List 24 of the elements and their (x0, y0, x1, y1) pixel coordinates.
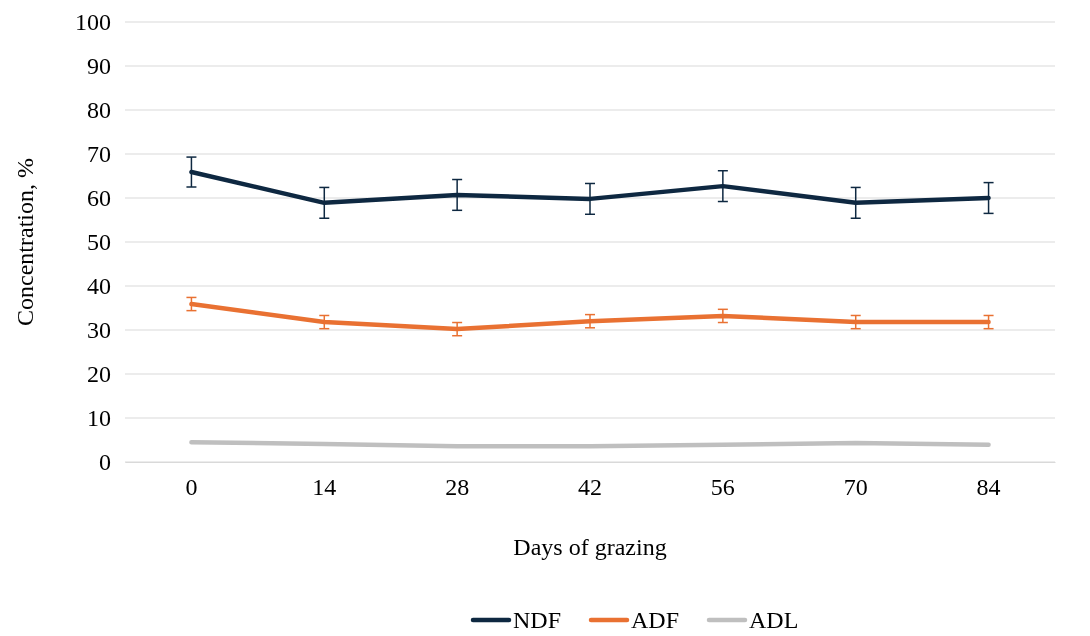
x-tick-label: 28 (445, 474, 470, 501)
y-tick-label: 70 (87, 141, 111, 168)
y-tick-label: 40 (87, 273, 111, 300)
y-tick-label: 10 (87, 405, 111, 432)
x-axis-title: Days of grazing (513, 534, 667, 560)
legend-label: NDF (513, 607, 562, 634)
x-tick-label: 56 (710, 474, 735, 501)
y-tick-label: 20 (87, 361, 111, 388)
x-tick-label: 0 (185, 474, 198, 501)
y-tick-label: 50 (87, 229, 111, 256)
x-tick-label: 70 (843, 474, 868, 501)
y-tick-label: 0 (99, 449, 111, 476)
x-tick-label: 14 (312, 474, 337, 501)
legend-label: ADF (631, 607, 680, 634)
x-tick-label: 42 (578, 474, 602, 501)
y-tick-label: 90 (87, 53, 111, 80)
y-axis-title: Concentration, % (12, 158, 38, 326)
y-tick-label: 60 (87, 185, 111, 212)
y-tick-label: 80 (87, 97, 111, 124)
y-tick-label: 30 (87, 317, 111, 344)
y-tick-label: 100 (75, 9, 111, 36)
legend-label: ADL (749, 607, 799, 634)
x-tick-label: 84 (976, 474, 1001, 501)
line-series (189, 301, 991, 332)
